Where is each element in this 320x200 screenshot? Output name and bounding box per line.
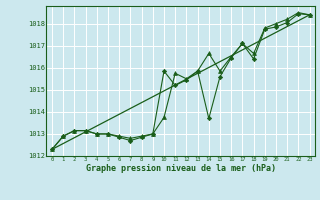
X-axis label: Graphe pression niveau de la mer (hPa): Graphe pression niveau de la mer (hPa) bbox=[86, 164, 276, 173]
